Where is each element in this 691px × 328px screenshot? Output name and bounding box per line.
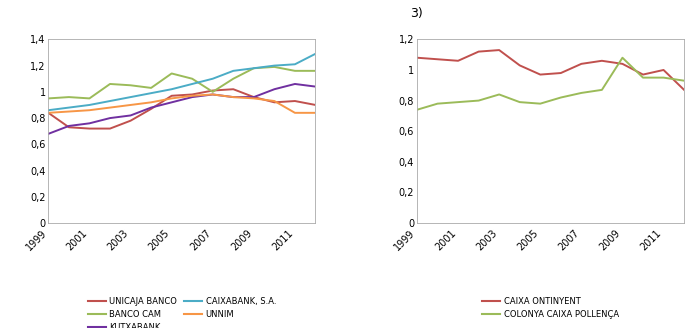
Text: 3): 3) [410,7,423,20]
Legend: UNICAJA BANCO, BANCO CAM, KUTXABANK, CAIXABANK, S.A., UNNIM: UNICAJA BANCO, BANCO CAM, KUTXABANK, CAI… [88,297,276,328]
Legend: CAIXA ONTINYENT, COLONYA CAIXA POLLENÇA: CAIXA ONTINYENT, COLONYA CAIXA POLLENÇA [482,297,619,319]
